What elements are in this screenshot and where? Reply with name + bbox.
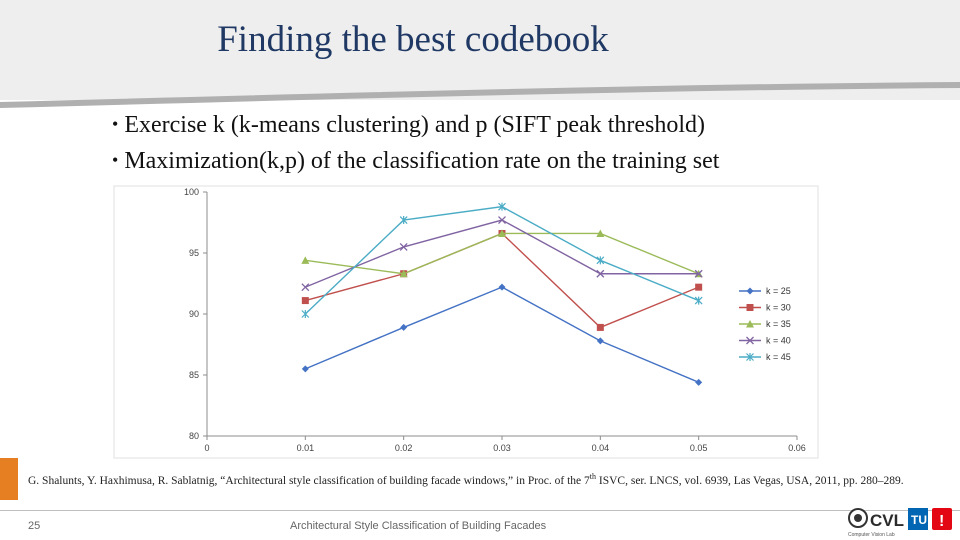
data-point-k30 (596, 323, 604, 331)
data-point-k40 (694, 269, 703, 278)
y-tick-label: 90 (189, 309, 199, 319)
y-tick-label: 95 (189, 248, 199, 258)
logo-subtext: Computer Vision Lab (848, 532, 895, 538)
citation-text: G. Shalunts, Y. Haxhimusa, R. Sablatnig,… (28, 474, 590, 487)
citation-superscript: th (589, 472, 597, 481)
series-line-k35 (305, 232, 699, 275)
series-line-k30 (305, 232, 699, 329)
data-point-k40 (596, 269, 605, 278)
data-point-k25 (695, 378, 703, 386)
x-tick-label: 0.01 (297, 443, 315, 453)
bullet-list: • Exercise k (k-means clustering) and p (… (112, 107, 952, 179)
y-tick-label: 85 (189, 370, 199, 380)
bullet-text: Exercise k (k-means clustering) and p (S… (124, 112, 706, 138)
camera-lens-center-icon (854, 514, 862, 522)
y-tick-label: 80 (189, 431, 199, 441)
legend-swatch-marker (746, 336, 754, 345)
data-point-k35 (399, 269, 408, 278)
data-point-k45 (399, 216, 408, 225)
legend-swatch-marker (746, 287, 754, 295)
citation-accent-bar (0, 458, 18, 500)
footer-divider (0, 510, 960, 511)
legend-label: k = 40 (766, 336, 791, 346)
x-tick-label: 0.02 (395, 443, 413, 453)
data-point-k30 (695, 283, 703, 291)
data-point-k45 (694, 296, 703, 305)
data-point-k35 (596, 229, 605, 237)
citation: G. Shalunts, Y. Haxhimusa, R. Sablatnig,… (28, 472, 953, 487)
data-point-k40 (301, 283, 310, 292)
tu-logo-text: TU (911, 513, 927, 527)
legend-label: k = 25 (766, 286, 791, 296)
x-tick-label: 0 (204, 443, 209, 453)
tu-logo-box (908, 508, 928, 530)
data-point-k25 (498, 283, 506, 291)
logos: CVL TU ! Computer Vision Lab (846, 506, 954, 538)
cvl-tuwien-logo: CVL TU ! Computer Vision Lab (848, 508, 952, 538)
data-point-k35 (498, 229, 506, 237)
line-chart: 80 85 90 95 100 0 0.01 0.02 0.03 0.04 0.05 0.06 k = … (112, 184, 820, 460)
data-point-k40 (498, 216, 506, 225)
legend-swatch-marker (746, 320, 754, 328)
data-point-k25 (400, 323, 408, 331)
chart-svg: 80 85 90 95 100 0 0.01 0.02 0.03 0.04 0.05 0.06 k = … (113, 185, 819, 459)
x-tick-label: 0.03 (493, 443, 511, 453)
legend-label: k = 45 (766, 352, 791, 362)
legend-swatch-marker (746, 304, 754, 311)
x-tick-label: 0.06 (788, 443, 806, 453)
data-point-k45 (301, 310, 310, 318)
alert-logo-box (932, 508, 952, 530)
header-band (0, 0, 960, 100)
citation-text-end: ISVC, ser. LNCS, vol. 6939, Las Vegas, U… (596, 474, 904, 487)
x-tick-label: 0.05 (690, 443, 708, 453)
data-point-k25 (301, 365, 309, 373)
alert-logo-icon: ! (939, 513, 944, 530)
slide-title: Finding the best codebook (217, 19, 609, 60)
legend-swatch-marker (746, 353, 754, 361)
data-point-k25 (596, 337, 604, 345)
data-point-k45 (596, 256, 605, 265)
chart-border (113, 185, 819, 459)
y-tick-label: 100 (184, 187, 199, 197)
data-point-k45 (498, 202, 506, 211)
data-point-k35 (301, 256, 310, 264)
legend-label: k = 35 (766, 319, 791, 329)
header-swoosh (0, 82, 960, 108)
x-tick-label: 0.04 (592, 443, 610, 453)
series-line-k45 (304, 205, 699, 315)
data-point-k30 (301, 297, 309, 305)
footer-text: Architectural Style Classification of Bu… (290, 520, 547, 532)
series-line-k25 (305, 286, 699, 383)
bullet-item: • Exercise k (k-means clustering) and p (… (112, 112, 706, 138)
bullet-text: Maximization(k,p) of the classification … (124, 148, 720, 174)
data-point-k40 (399, 242, 408, 251)
logo-text: CVL (870, 511, 904, 530)
legend-label: k = 30 (766, 303, 791, 313)
page-number: 25 (28, 520, 41, 532)
bullet-item: • Maximization(k,p) of the classification… (112, 148, 720, 174)
